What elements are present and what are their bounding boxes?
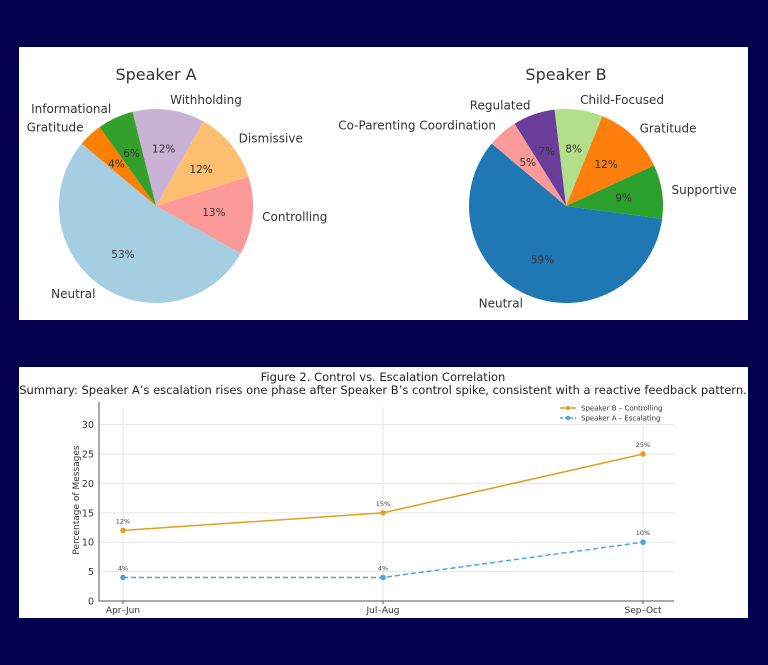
- pie-slice-gratitude: [81, 127, 156, 206]
- pie-category-label: Informational: [31, 102, 111, 116]
- data-label: 25%: [636, 441, 650, 449]
- pie-pct-label: 59%: [531, 254, 554, 266]
- speaker-b-pie: Speaker B 59% Neutral 9% Supportive 12% Grati…: [338, 65, 737, 311]
- pie-charts-panel: Speaker A 53% Neutral 13% Controlling 12% Dis…: [19, 47, 748, 320]
- pie-slice-informational: [99, 111, 156, 206]
- pie-category-label: Child-Focused: [580, 93, 664, 107]
- y-tick-label: 0: [88, 597, 94, 608]
- speaker-b-title: Speaker B: [525, 65, 606, 84]
- line-plot-area: 0 5 10 15 20 25 30 Apr–Jun Jul–Aug Sep–Oct 12% 15% 2…: [82, 402, 674, 616]
- y-tick-label: 5: [88, 567, 94, 578]
- y-tick-label: 25: [82, 450, 94, 461]
- x-tick-label: Sep–Oct: [624, 606, 661, 616]
- pie-slice-co-parenting-coordination: [491, 123, 566, 206]
- line-chart-svg: Figure 2. Control vs. Escalation Correla…: [19, 370, 747, 616]
- y-tick-label: 10: [82, 538, 94, 549]
- legend: Speaker B – Controlling Speaker A – Escal…: [560, 405, 663, 423]
- pie-category-label: Dismissive: [239, 132, 303, 146]
- data-point: [380, 574, 386, 581]
- pie-category-label: Gratitude: [27, 121, 84, 135]
- pie-category-label: Controlling: [262, 210, 327, 224]
- line-chart-title: Figure 2. Control vs. Escalation Correla…: [261, 370, 506, 384]
- pie-pct-label: 12%: [189, 164, 212, 176]
- line-chart-panel: Figure 2. Control vs. Escalation Correla…: [19, 367, 748, 618]
- pie-slice-withholding: [132, 109, 204, 206]
- data-point: [120, 574, 126, 581]
- pie-pct-label: 12%: [152, 143, 175, 155]
- pie-slice-controlling: [156, 176, 253, 254]
- pie-slice-gratitude: [566, 116, 655, 206]
- pie-slice-neutral: [58, 143, 241, 304]
- pie-slice-supportive: [566, 165, 663, 219]
- pie-slice-neutral: [468, 143, 663, 304]
- pie-category-label: Withholding: [170, 93, 242, 107]
- pie-category-label: Supportive: [672, 183, 737, 197]
- data-point: [640, 451, 646, 457]
- pie-pct-label: 4%: [108, 158, 125, 170]
- y-tick-label: 30: [82, 420, 94, 431]
- pie-slice-dismissive: [156, 121, 249, 206]
- pie-slice-regulated: [514, 109, 566, 206]
- pie-pct-label: 6%: [123, 148, 140, 160]
- y-tick-label: 15: [82, 508, 94, 519]
- data-label: 15%: [376, 500, 390, 508]
- pie-charts-svg: Speaker A 53% Neutral 13% Controlling 12% Dis…: [27, 65, 737, 311]
- pie-pct-label: 12%: [594, 159, 617, 171]
- legend-label: Speaker B – Controlling: [581, 405, 663, 413]
- pie-pct-label: 7%: [538, 146, 555, 158]
- data-label: 4%: [378, 564, 388, 572]
- pie-category-label: Neutral: [51, 287, 95, 301]
- pie-pct-label: 5%: [519, 157, 536, 169]
- y-axis-label: Percentage of Messages: [72, 445, 82, 554]
- pie-pct-label: 8%: [565, 143, 582, 155]
- pie-category-label: Neutral: [479, 297, 523, 311]
- pie-pct-label: 53%: [111, 249, 134, 261]
- x-tick-label: Jul–Aug: [366, 606, 400, 616]
- line-chart-subtitle: Summary: Speaker A’s escalation rises on…: [19, 383, 747, 397]
- data-point: [380, 510, 386, 516]
- speaker-a-title: Speaker A: [115, 65, 196, 84]
- data-point: [120, 527, 126, 534]
- pie-category-label: Regulated: [470, 98, 531, 112]
- legend-label: Speaker A – Escalating: [581, 415, 660, 423]
- data-label: 12%: [116, 517, 130, 525]
- y-tick-label: 20: [82, 479, 94, 490]
- data-label: 10%: [636, 529, 650, 537]
- pie-pct-label: 9%: [615, 192, 632, 204]
- pie-pct-label: 13%: [202, 207, 225, 219]
- data-label: 4%: [118, 564, 128, 572]
- speaker-a-pie: Speaker A 53% Neutral 13% Controlling 12% Dis…: [27, 65, 327, 304]
- legend-marker: [565, 405, 571, 411]
- pie-category-label: Gratitude: [640, 122, 697, 136]
- pie-category-label: Co-Parenting Coordination: [338, 118, 496, 132]
- x-tick-label: Apr–Jun: [106, 606, 140, 616]
- legend-marker: [565, 415, 571, 421]
- data-point: [640, 539, 646, 546]
- pie-slice-child-focused: [554, 109, 603, 206]
